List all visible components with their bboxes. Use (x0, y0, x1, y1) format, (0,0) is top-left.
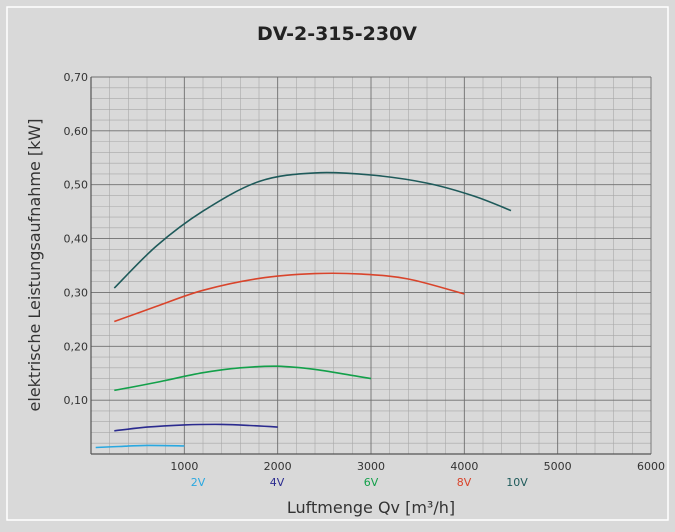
y-tick-label: 0,20 (64, 340, 89, 353)
series-lines (95, 171, 512, 449)
x-tick-label: 4000 (450, 460, 478, 473)
chart-title: DV-2-315-230V (257, 23, 417, 45)
axes (90, 77, 651, 455)
grid (91, 76, 652, 454)
legend-entry-8v: 8V (457, 476, 472, 489)
legend-entry-10v: 10V (506, 476, 528, 489)
series-line-10v (113, 171, 512, 289)
series-line-6v (114, 365, 372, 392)
x-tick-label: 1000 (170, 460, 198, 473)
x-tick-label: 6000 (637, 460, 665, 473)
y-tick-label: 0,40 (64, 233, 89, 246)
x-axis-label: Luftmenge Qv [m³/h] (287, 498, 455, 517)
y-tick-label: 0,10 (64, 394, 89, 407)
legend-entry-2v: 2V (191, 476, 206, 489)
series-line-8v (114, 272, 465, 323)
x-tick-label: 2000 (264, 460, 292, 473)
y-tick-label: 0,30 (64, 286, 89, 299)
legend-entry-4v: 4V (270, 476, 285, 489)
tick-labels: 1000 2000 3000 4000 5000 6000 0,10 0,20 0,30 0,40… (64, 71, 666, 473)
x-tick-label: 5000 (544, 460, 572, 473)
y-tick-label: 0,60 (64, 125, 89, 138)
legend-entry-6v: 6V (364, 476, 379, 489)
y-tick-label: 0,50 (64, 179, 89, 192)
series-line-4v (114, 423, 278, 432)
y-axis-label: elektrische Leistungsaufnahme [kW] (25, 119, 44, 412)
series-line-2v (95, 444, 185, 449)
x-tick-label: 3000 (357, 460, 385, 473)
y-tick-label: 0,70 (64, 71, 89, 84)
legend: 2V 4V 6V 8V 10V (191, 476, 528, 489)
